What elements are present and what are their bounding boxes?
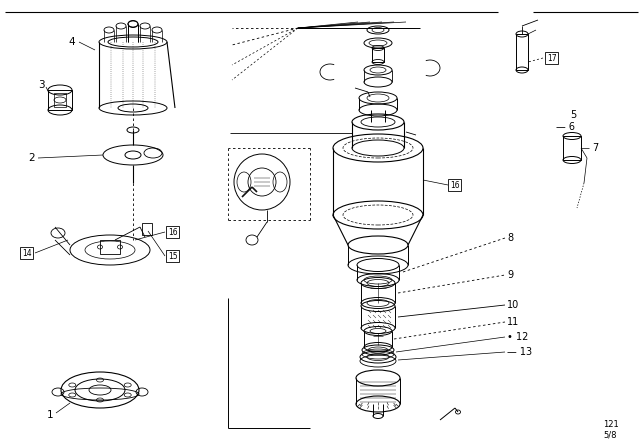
Text: 15: 15 <box>168 251 178 260</box>
Bar <box>563 136 581 160</box>
Text: 16: 16 <box>168 228 178 237</box>
Bar <box>372 48 384 62</box>
Text: • 12: • 12 <box>507 332 529 342</box>
Text: — 13: — 13 <box>507 347 532 357</box>
Text: 11: 11 <box>507 317 519 327</box>
Bar <box>516 34 528 70</box>
Text: 3: 3 <box>38 80 45 90</box>
Text: 8: 8 <box>507 233 513 243</box>
Text: 4: 4 <box>68 37 75 47</box>
Text: 10: 10 <box>507 300 519 310</box>
Text: 9: 9 <box>507 270 513 280</box>
Bar <box>142 223 152 235</box>
Text: 1: 1 <box>47 410 54 420</box>
Text: 16: 16 <box>450 181 460 190</box>
Bar <box>48 90 72 110</box>
Bar <box>54 93 66 107</box>
Text: 17: 17 <box>547 53 557 63</box>
Text: 5: 5 <box>570 110 576 120</box>
Bar <box>100 240 120 254</box>
Text: 7: 7 <box>592 143 598 153</box>
Text: 121
5/8: 121 5/8 <box>603 420 619 439</box>
Text: 2: 2 <box>28 153 35 163</box>
Text: 14: 14 <box>22 249 31 258</box>
Text: — 6: — 6 <box>556 122 575 132</box>
